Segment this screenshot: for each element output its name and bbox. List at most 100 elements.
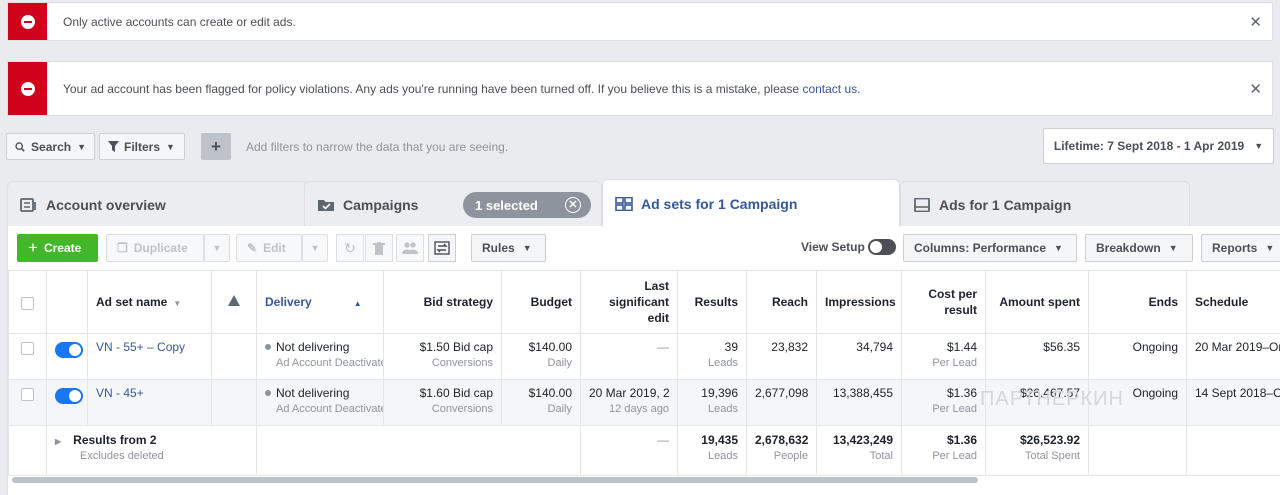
warning-cell — [211, 333, 257, 380]
column-header-reach[interactable]: Reach — [746, 270, 817, 334]
row-checkbox[interactable] — [21, 342, 34, 355]
add-filter-button[interactable]: + — [201, 133, 231, 160]
close-icon[interactable]: ✕ — [1249, 80, 1262, 98]
delivery-text: Not delivering — [276, 340, 350, 354]
summary-reach-sub: People — [773, 450, 808, 462]
column-label-line: result — [944, 303, 977, 317]
columns-button[interactable]: Columns: Performance ▼ — [903, 234, 1077, 262]
reach-value: 23,832 — [771, 340, 808, 354]
create-button[interactable]: + Create — [17, 234, 98, 262]
tab-ad-sets[interactable]: Ad sets for 1 Campaign — [602, 179, 900, 227]
edit-button[interactable]: ✎ Edit — [236, 234, 302, 262]
tab-ads[interactable]: Ads for 1 Campaign — [900, 181, 1190, 227]
error-banner-policy: Your ad account has been flagged for pol… — [7, 61, 1273, 116]
row-checkbox[interactable] — [21, 388, 34, 401]
contact-us-link[interactable]: contact us — [802, 81, 858, 96]
results-sub: Leads — [708, 357, 738, 369]
selected-count: 1 selected — [475, 197, 538, 213]
ad-set-toggle[interactable] — [55, 342, 83, 358]
cpr-value: $1.44 — [946, 340, 977, 354]
search-button[interactable]: Search ▼ — [6, 133, 95, 160]
selected-pill[interactable]: 1 selected ✕ — [463, 192, 591, 218]
column-header-delivery[interactable]: Delivery ▲ — [256, 270, 384, 334]
filters-button[interactable]: Filters ▼ — [99, 133, 185, 160]
view-setup-label: View Setup — [801, 240, 865, 254]
reload-button[interactable]: ↻ — [336, 234, 364, 262]
column-header-name[interactable]: Ad set name ▼ — [87, 270, 212, 334]
date-range-label: Lifetime: 7 Sept 2018 - 1 Apr 2019 — [1053, 139, 1245, 153]
breakdown-button[interactable]: Breakdown ▼ — [1085, 234, 1193, 262]
summary-impressions-cell: 13,423,249 Total — [816, 425, 902, 476]
people-icon — [402, 242, 418, 254]
close-icon[interactable]: ✕ — [1249, 13, 1262, 31]
error-icon — [8, 3, 47, 40]
summary-impressions: 13,423,249 — [832, 433, 893, 447]
table-header: Ad set name ▼ Delivery ▲ Bid strategy Budg… — [8, 270, 1280, 334]
column-header-bid-strategy[interactable]: Bid strategy — [383, 270, 502, 334]
error-banner-inactive: Only active accounts can create or edit … — [7, 2, 1273, 41]
summary-reach-cell: 2,678,632 People — [746, 425, 817, 476]
ends-cell: Ongoing — [1088, 379, 1187, 426]
schedule-cell: 14 Sept 2018–Ongoing — [1186, 379, 1280, 426]
tab-campaigns[interactable]: Campaigns 1 selected ✕ — [304, 181, 602, 227]
delivery-status: Not delivering — [265, 340, 375, 354]
column-label-line: Cost per — [928, 287, 977, 301]
table-row[interactable]: VN - 55+ – Copy Not delivering Ad Account… — [8, 333, 1280, 380]
column-header-ends[interactable]: Ends — [1088, 270, 1187, 334]
view-setup-toggle[interactable] — [868, 239, 896, 255]
results-sub: Leads — [708, 403, 738, 415]
breakdown-label: Breakdown — [1096, 241, 1161, 255]
ad-set-name-link[interactable]: VN - 55+ – Copy — [96, 340, 186, 354]
select-all-checkbox[interactable] — [21, 296, 34, 310]
last-edit-cell: 20 Mar 2019, 2 12 days ago — [580, 379, 678, 426]
caret-down-icon: ▼ — [77, 141, 86, 152]
name-cell: VN - 45+ — [87, 379, 212, 426]
reports-button[interactable]: Reports ▼ — [1201, 234, 1280, 262]
delivery-status: Not delivering — [265, 386, 375, 400]
column-header-budget[interactable]: Budget — [501, 270, 581, 334]
column-label: Ad set name — [96, 295, 168, 309]
horizontal-scrollbar[interactable] — [12, 477, 978, 483]
caret-down-icon: ▼ — [1254, 141, 1264, 151]
row-select-cell — [8, 379, 47, 426]
summary-title[interactable]: ▶ Results from 2 — [55, 433, 248, 447]
action-bar: + Create ❐ Duplicate ▼ ✎ Edit ▼ ↻ Rules … — [8, 226, 1280, 269]
bid-value: $1.60 Bid cap — [419, 386, 493, 400]
ad-set-toggle[interactable] — [55, 388, 83, 404]
filters-label: Filters — [124, 139, 161, 154]
compare-button[interactable] — [428, 234, 456, 262]
expand-arrow-icon[interactable]: ▶ — [55, 437, 62, 446]
cpr-sub: Per Lead — [932, 357, 977, 369]
sort-asc-icon: ▲ — [353, 299, 362, 308]
ad-set-name-link[interactable]: VN - 45+ — [96, 386, 144, 400]
column-label: Delivery — [265, 295, 312, 309]
plus-icon: + — [28, 238, 38, 257]
delete-button[interactable] — [365, 234, 393, 262]
column-header-schedule[interactable]: Schedule — [1186, 270, 1280, 334]
audience-button[interactable] — [396, 234, 424, 262]
reload-icon: ↻ — [344, 239, 356, 256]
column-header-results[interactable]: Results — [677, 270, 747, 334]
edit-dropdown[interactable]: ▼ — [302, 234, 328, 262]
column-header-cost-per-result[interactable]: Cost per result — [901, 270, 986, 334]
bid-sub: Conversions — [431, 357, 493, 369]
summary-last-edit: — — [657, 433, 669, 447]
reach-value: 2,677,098 — [755, 386, 809, 400]
tab-account-overview[interactable]: Account overview — [7, 181, 307, 227]
table-row[interactable]: VN - 45+ Not delivering Ad Account Deacti… — [8, 379, 1280, 426]
banner-message: Only active accounts can create or edit … — [63, 14, 296, 29]
summary-cpr-cell: $1.36 Per Lead — [901, 425, 986, 476]
column-header-impressions[interactable]: Impressions — [816, 270, 902, 334]
search-icon — [15, 141, 25, 152]
search-label: Search — [31, 139, 72, 154]
duplicate-dropdown[interactable]: ▼ — [204, 234, 230, 262]
duplicate-button[interactable]: ❐ Duplicate — [106, 234, 204, 262]
delivery-sub: Ad Account Deactivated — [276, 357, 384, 369]
duplicate-icon: ❐ — [117, 241, 128, 255]
clear-selection-icon[interactable]: ✕ — [565, 197, 581, 213]
rules-button[interactable]: Rules ▼ — [471, 234, 546, 262]
swap-icon — [434, 241, 450, 255]
date-range-picker[interactable]: Lifetime: 7 Sept 2018 - 1 Apr 2019 ▼ — [1043, 128, 1274, 164]
column-header-last-edit[interactable]: Last significant edit — [580, 270, 678, 334]
column-header-amount-spent[interactable]: Amount spent — [985, 270, 1089, 334]
